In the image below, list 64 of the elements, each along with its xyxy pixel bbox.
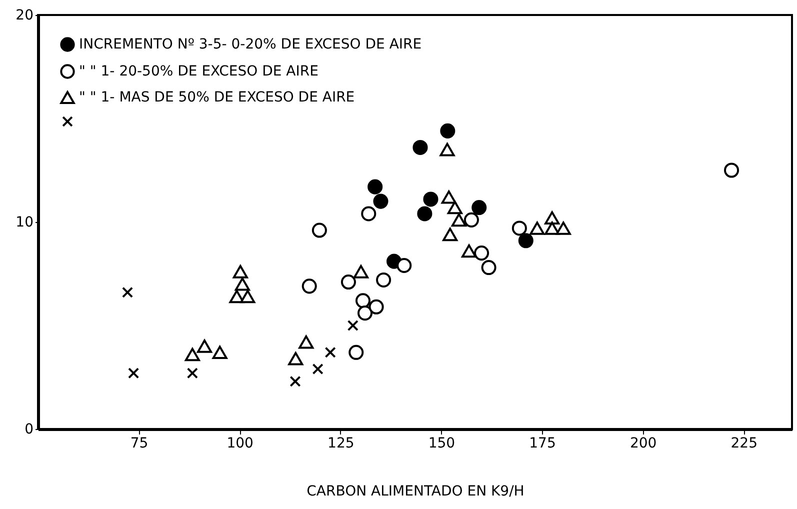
point — [441, 190, 456, 204]
point — [396, 258, 412, 273]
point — [724, 162, 740, 178]
point — [324, 346, 336, 358]
point — [544, 211, 560, 225]
x-tick-label: 200 — [630, 436, 657, 452]
point — [464, 212, 479, 228]
point — [472, 200, 487, 216]
point — [128, 368, 140, 379]
x-tick-label: 225 — [730, 436, 758, 452]
legend-label: " " 1- MAS DE 50% DE EXCESO DE AIRE — [79, 90, 355, 106]
point — [312, 363, 324, 375]
point — [122, 286, 134, 298]
point — [451, 213, 466, 227]
y-tick-label: 20 — [16, 8, 34, 24]
point — [302, 278, 317, 294]
point — [288, 352, 304, 366]
point — [440, 142, 455, 156]
x-tick-label: 125 — [328, 436, 354, 452]
point — [229, 290, 244, 304]
point — [290, 376, 301, 387]
point — [186, 368, 198, 379]
point — [298, 335, 314, 349]
point — [184, 348, 200, 362]
x-tick-label: 175 — [529, 436, 556, 452]
point — [544, 222, 560, 235]
point — [556, 222, 571, 235]
point — [462, 244, 477, 258]
x-axis-title: CARBON ALIMENTADO EN K9/H — [306, 484, 524, 500]
point — [518, 233, 534, 248]
point — [530, 222, 545, 235]
point — [423, 192, 438, 207]
point — [234, 277, 250, 291]
point — [368, 299, 384, 314]
point — [355, 293, 371, 308]
point — [361, 206, 376, 222]
legend-label: " " 1- 20-50% DE EXCESO DE AIRE — [79, 64, 318, 80]
x-tick-label: 150 — [428, 436, 456, 452]
y-tick-label: 10 — [16, 214, 34, 230]
point — [412, 140, 428, 155]
point — [442, 228, 458, 242]
point — [440, 123, 456, 138]
point — [312, 222, 327, 238]
point — [376, 272, 392, 288]
y-tick-label: 0 — [24, 422, 34, 438]
point — [340, 274, 356, 290]
point — [197, 340, 212, 353]
point — [447, 200, 462, 214]
point — [232, 265, 248, 278]
x-tick-label: 75 — [130, 436, 148, 452]
point — [474, 246, 490, 261]
legend-label: INCREMENTO Nº 3-5- 0-20% DE EXCESO DE AIRE — [79, 36, 422, 52]
point — [353, 265, 368, 278]
point — [512, 220, 527, 236]
x-tick-label: 100 — [226, 436, 254, 452]
point — [348, 344, 364, 360]
point — [373, 194, 388, 209]
point — [357, 306, 373, 321]
point — [417, 206, 432, 222]
point — [481, 260, 496, 276]
point — [368, 179, 383, 194]
point — [212, 346, 228, 360]
point — [347, 320, 358, 332]
point — [240, 290, 256, 304]
